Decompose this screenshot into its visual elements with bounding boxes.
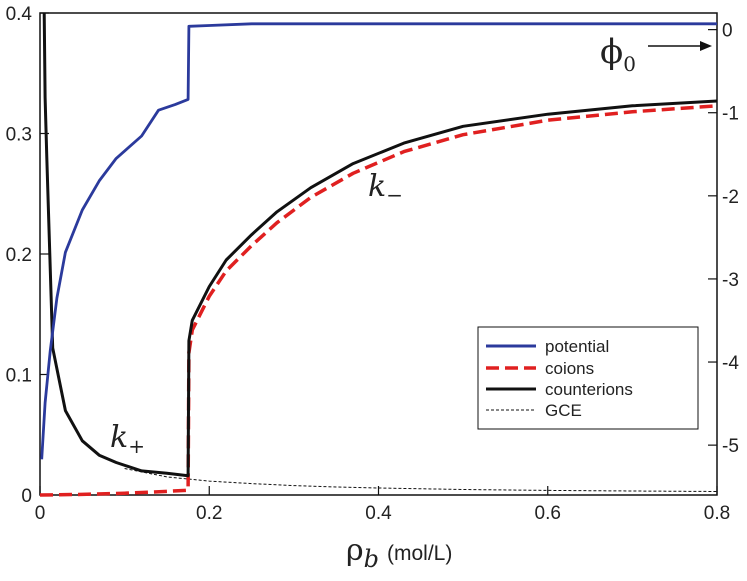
x-tick-label: 0.8 <box>704 503 730 524</box>
k-minus-annotation: k− <box>368 169 403 207</box>
y-right-tick-label: -5 <box>722 436 739 457</box>
y-left-tick-label: 0.3 <box>6 125 32 146</box>
legend-box <box>477 326 699 430</box>
x-axis-unit: (mol/L) <box>387 542 452 565</box>
y-right-tick-label: -1 <box>722 104 739 125</box>
x-tick-label: 0.2 <box>196 503 222 524</box>
y-left-tick-label: 0 <box>21 486 32 507</box>
y-left-tick-label: 0.1 <box>6 366 32 387</box>
x-tick-label: 0.4 <box>365 503 392 524</box>
k-minus-symbol: k <box>368 169 386 204</box>
phi-subscript: 0 <box>623 52 636 76</box>
k-plus-subscript: + <box>128 434 145 458</box>
y-right-tick-label: -4 <box>722 353 739 374</box>
x-axis-label: ρb (mol/L) <box>346 533 452 573</box>
x-tick-label: 0.6 <box>535 503 561 524</box>
y-right-tick-label: -2 <box>722 187 739 208</box>
x-tick-label: 0 <box>35 503 46 524</box>
x-axis-subscript: b <box>364 545 379 573</box>
series-counterions-line <box>42 12 718 478</box>
y-right-tick-label: 0 <box>722 21 733 42</box>
legend-label-potential: potential <box>545 337 609 356</box>
y-left-tick-label: 0.4 <box>6 4 33 25</box>
k-plus-symbol: k <box>110 420 128 455</box>
series-gce-line <box>124 468 718 492</box>
series-potential-line <box>40 22 717 460</box>
y-right-tick-label: -3 <box>722 270 739 291</box>
series-group <box>39 12 718 497</box>
k-minus-subscript: − <box>386 183 403 207</box>
legend-label-gce: GCE <box>545 401 582 420</box>
phi-arrow-head <box>700 41 712 51</box>
legend: potential coions counterions GCE <box>477 326 699 430</box>
legend-label-coions: coions <box>545 359 594 378</box>
phi-annotation: ϕ0 <box>600 32 636 76</box>
series-coions-line <box>39 104 718 497</box>
phi-symbol: ϕ <box>600 32 623 72</box>
x-axis-symbol: ρ <box>346 533 364 568</box>
legend-label-counterions: counterions <box>545 380 633 399</box>
y-left-tick-label: 0.2 <box>6 245 32 266</box>
tick-group: 0 0.2 0.4 0.6 0.8 0 0.1 0.2 0.3 0.4 0 -1 -2 -3 -4 -5 <box>6 4 740 524</box>
k-plus-annotation: k+ <box>110 420 145 458</box>
